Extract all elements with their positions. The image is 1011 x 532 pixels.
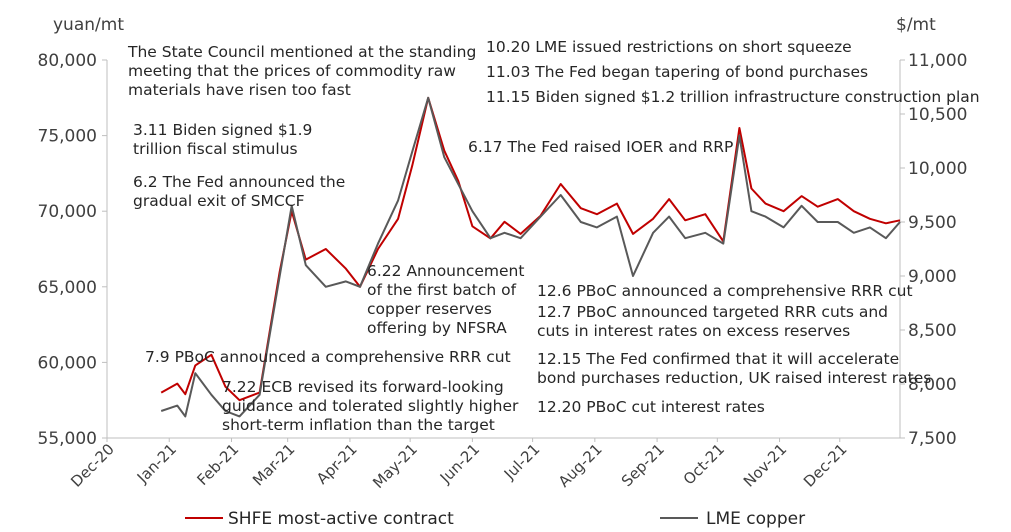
annotation-line: 7.22 ECB revised its forward-looking <box>222 378 504 396</box>
x-tick-label: May-21 <box>369 440 421 492</box>
annotation-line: bond purchases reduction, UK raised inte… <box>537 369 931 387</box>
annotation-line: 3.11 Biden signed $1.9 <box>133 121 312 139</box>
y-left-tick-label: 75,000 <box>38 127 97 147</box>
annotation-text: 12.6 PBoC announced a comprehensive RRR … <box>537 282 913 300</box>
y-right-tick-label: 10,000 <box>908 159 967 179</box>
x-tick-label: Dec-21 <box>800 440 851 491</box>
annotation-line: 12.15 The Fed confirmed that it will acc… <box>537 350 899 368</box>
y-right-tick-label: 9,500 <box>908 213 957 233</box>
annotation-line: offering by NFSRA <box>367 319 507 337</box>
y-right-tick-label: 7,500 <box>908 429 957 449</box>
annotation-text: The State Council mentioned at the stand… <box>127 43 476 99</box>
annotation-text: 6.17 The Fed raised IOER and RRP <box>468 138 733 156</box>
annotation-text: 7.22 ECB revised its forward-looking guid… <box>222 378 519 434</box>
annotation-line: materials have risen too fast <box>128 81 351 99</box>
y-left-unit-label: yuan/mt <box>53 15 124 35</box>
x-tick-label: Jul-21 <box>500 440 544 484</box>
y-right-unit-label: $/mt <box>896 15 936 35</box>
annotation-line: trillion fiscal stimulus <box>133 140 298 158</box>
annotation-line: gradual exit of SMCCF <box>133 192 305 210</box>
annotation-line: short-term inflation than the target <box>222 416 495 434</box>
annotation-text: 12.20 PBoC cut interest rates <box>537 398 765 416</box>
annotation-text: 3.11 Biden signed $1.9 trillion fiscal st… <box>133 121 312 158</box>
legend-label: LME copper <box>706 509 805 529</box>
annotation-text: 11.15 Biden signed $1.2 trillion infrast… <box>486 88 980 106</box>
annotation-text: 12.15 The Fed confirmed that it will acc… <box>537 350 931 387</box>
series-lines <box>160 96 901 418</box>
annotation-line: 6.22 Announcement <box>367 262 524 280</box>
annotation-text: 6.2 The Fed announced the gradual exit of… <box>133 173 345 210</box>
y-right-tick-label: 10,500 <box>908 105 967 125</box>
y-left-tick-label: 65,000 <box>38 278 97 298</box>
annotation-text: 10.20 LME issued restrictions on short s… <box>486 38 852 56</box>
annotation-line: copper reserves <box>367 300 492 318</box>
y-left-tick-label: 55,000 <box>38 429 97 449</box>
x-tick-label: Mar-21 <box>249 440 298 489</box>
x-tick-label: Nov-21 <box>740 440 790 490</box>
legend-item-shfe: SHFE most-active contract <box>185 509 454 529</box>
x-tick-label: Feb-21 <box>193 440 242 489</box>
legend-label: SHFE most-active contract <box>228 509 454 529</box>
annotation-line: 11.15 Biden signed $1.2 trillion infrast… <box>486 88 980 106</box>
legend-item-lme: LME copper <box>660 509 805 529</box>
x-tick-label: Aug-21 <box>555 440 606 491</box>
annotation-line: 6.17 The Fed raised IOER and RRP <box>468 138 733 156</box>
y-right-tick-label: 8,500 <box>908 321 957 341</box>
x-tick-label: Sep-21 <box>618 440 668 490</box>
annotation-text: 11.03 The Fed began tapering of bond pur… <box>486 63 868 81</box>
annotation-line: meeting that the prices of commodity raw <box>128 62 456 80</box>
x-tick-label: Jan-21 <box>133 440 180 487</box>
annotations: The State Council mentioned at the stand… <box>127 38 980 434</box>
y-left-tick-label: 80,000 <box>38 51 97 71</box>
annotation-line: of the first batch of <box>367 281 517 299</box>
annotation-line: 6.2 The Fed announced the <box>133 173 345 191</box>
annotation-text: 6.22 Announcement of the first batch of co… <box>367 262 524 337</box>
x-tick-label: Jun-21 <box>436 440 483 487</box>
annotation-line: 7.9 PBoC announced a comprehensive RRR c… <box>145 348 511 366</box>
annotation-line: cuts in interest rates on excess reserve… <box>537 322 850 340</box>
y-left-tick-label: 70,000 <box>38 202 97 222</box>
annotation-line: 12.20 PBoC cut interest rates <box>537 398 765 416</box>
annotation-line: 12.6 PBoC announced a comprehensive RRR … <box>537 282 913 300</box>
annotation-line: guidance and tolerated slightly higher <box>222 397 519 415</box>
y-right-tick-label: 9,000 <box>908 267 957 287</box>
x-tick-label: Apr-21 <box>313 440 361 488</box>
annotation-text: 12.7 PBoC announced targeted RRR cuts an… <box>537 303 888 340</box>
y-right-tick-label: 8,000 <box>908 375 957 395</box>
x-tick-label: Oct-21 <box>680 440 728 488</box>
annotation-line: 10.20 LME issued restrictions on short s… <box>486 38 852 56</box>
legend: SHFE most-active contract LME copper <box>185 509 805 529</box>
y-right-tick-label: 11,000 <box>908 51 967 71</box>
annotation-line: 12.7 PBoC announced targeted RRR cuts an… <box>537 303 888 321</box>
series-line-lme <box>160 96 901 418</box>
y-left-tick-label: 60,000 <box>38 353 97 373</box>
annotation-line: 11.03 The Fed began tapering of bond pur… <box>486 63 868 81</box>
annotation-line: The State Council mentioned at the stand… <box>127 43 476 61</box>
annotation-text: 7.9 PBoC announced a comprehensive RRR c… <box>145 348 511 366</box>
